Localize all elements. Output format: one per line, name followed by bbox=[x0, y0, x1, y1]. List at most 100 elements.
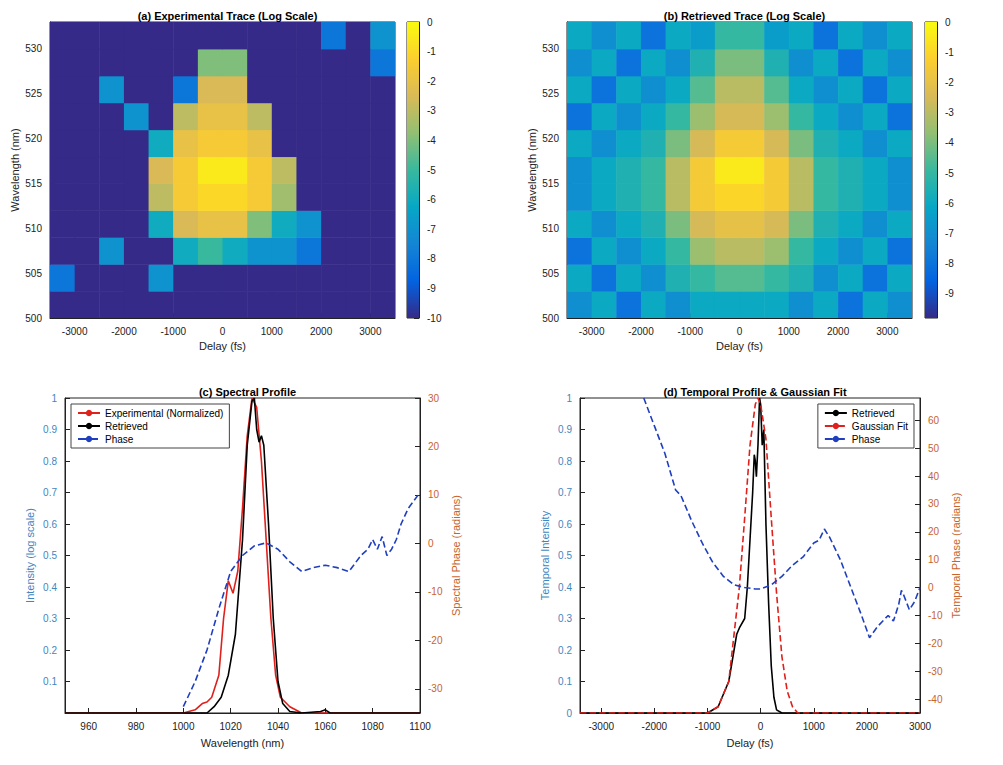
svg-text:-2: -2 bbox=[427, 76, 436, 87]
svg-text:(b) Retrieved Trace (Log Scale: (b) Retrieved Trace (Log Scale) bbox=[664, 10, 826, 22]
svg-text:1060: 1060 bbox=[314, 721, 337, 732]
svg-text:1000: 1000 bbox=[172, 721, 195, 732]
svg-text:0.6: 0.6 bbox=[43, 519, 57, 530]
svg-text:-7: -7 bbox=[945, 228, 954, 239]
svg-text:Intensity (log scale): Intensity (log scale) bbox=[24, 508, 36, 603]
svg-text:60: 60 bbox=[928, 415, 940, 426]
svg-text:-3000: -3000 bbox=[588, 721, 614, 732]
svg-text:2000: 2000 bbox=[310, 326, 333, 337]
svg-text:0.7: 0.7 bbox=[43, 487, 57, 498]
svg-text:0.3: 0.3 bbox=[558, 613, 572, 624]
svg-text:3000: 3000 bbox=[876, 326, 899, 337]
svg-text:-8: -8 bbox=[945, 258, 954, 269]
svg-text:0.8: 0.8 bbox=[558, 456, 572, 467]
svg-text:0: 0 bbox=[928, 582, 934, 593]
svg-text:3000: 3000 bbox=[909, 721, 932, 732]
svg-text:-1000: -1000 bbox=[677, 326, 703, 337]
svg-text:0.9: 0.9 bbox=[43, 424, 57, 435]
svg-text:Wavelength (nm): Wavelength (nm) bbox=[526, 128, 538, 211]
svg-text:-6: -6 bbox=[427, 194, 436, 205]
svg-text:0: 0 bbox=[758, 721, 764, 732]
svg-text:500: 500 bbox=[542, 313, 559, 324]
svg-text:510: 510 bbox=[25, 223, 42, 234]
svg-text:-9: -9 bbox=[427, 283, 436, 294]
svg-text:Wavelength (nm): Wavelength (nm) bbox=[201, 737, 284, 749]
svg-text:0.1: 0.1 bbox=[43, 676, 57, 687]
svg-text:1020: 1020 bbox=[220, 721, 243, 732]
svg-text:-8: -8 bbox=[427, 253, 436, 264]
svg-text:0.9: 0.9 bbox=[558, 424, 572, 435]
svg-text:3000: 3000 bbox=[359, 326, 382, 337]
svg-text:520: 520 bbox=[25, 133, 42, 144]
svg-text:2000: 2000 bbox=[856, 721, 879, 732]
svg-text:Delay (fs): Delay (fs) bbox=[199, 340, 246, 352]
svg-text:-10: -10 bbox=[428, 586, 443, 597]
svg-text:520: 520 bbox=[542, 133, 559, 144]
svg-text:-2000: -2000 bbox=[642, 721, 668, 732]
svg-text:515: 515 bbox=[25, 178, 42, 189]
svg-text:10: 10 bbox=[928, 554, 940, 565]
svg-text:0.4: 0.4 bbox=[558, 582, 572, 593]
svg-text:2000: 2000 bbox=[827, 326, 850, 337]
svg-text:0.2: 0.2 bbox=[43, 645, 57, 656]
svg-text:Delay (fs): Delay (fs) bbox=[726, 737, 773, 749]
svg-text:-10: -10 bbox=[928, 610, 943, 621]
svg-text:1040: 1040 bbox=[267, 721, 290, 732]
svg-text:505: 505 bbox=[542, 268, 559, 279]
svg-text:1: 1 bbox=[566, 393, 572, 404]
svg-text:(a) Experimental Trace (Log Sc: (a) Experimental Trace (Log Scale) bbox=[138, 10, 318, 22]
svg-text:1000: 1000 bbox=[261, 326, 284, 337]
svg-text:0.4: 0.4 bbox=[43, 582, 57, 593]
svg-text:Delay (fs): Delay (fs) bbox=[716, 340, 763, 352]
svg-text:525: 525 bbox=[25, 88, 42, 99]
svg-text:-3000: -3000 bbox=[62, 326, 88, 337]
svg-text:0.7: 0.7 bbox=[558, 487, 572, 498]
svg-text:1100: 1100 bbox=[409, 721, 431, 732]
svg-text:530: 530 bbox=[542, 43, 559, 54]
svg-text:Wavelength (nm): Wavelength (nm) bbox=[9, 128, 21, 211]
svg-text:-3: -3 bbox=[945, 107, 954, 118]
svg-text:0.1: 0.1 bbox=[558, 676, 572, 687]
svg-text:500: 500 bbox=[25, 313, 42, 324]
svg-text:0: 0 bbox=[945, 17, 951, 28]
svg-text:Phase: Phase bbox=[105, 434, 134, 445]
svg-text:-9: -9 bbox=[945, 288, 954, 299]
svg-text:Experimental (Normalized): Experimental (Normalized) bbox=[105, 408, 223, 419]
svg-text:Spectral Phase (radians): Spectral Phase (radians) bbox=[450, 495, 462, 616]
svg-text:Temporal Intensity: Temporal Intensity bbox=[539, 510, 551, 600]
svg-text:0.8: 0.8 bbox=[43, 456, 57, 467]
svg-text:0: 0 bbox=[566, 708, 572, 719]
svg-text:515: 515 bbox=[542, 178, 559, 189]
svg-text:-10: -10 bbox=[427, 313, 442, 324]
svg-text:1000: 1000 bbox=[803, 721, 826, 732]
svg-text:0.5: 0.5 bbox=[558, 550, 572, 561]
svg-text:-30: -30 bbox=[428, 683, 443, 694]
svg-text:-3: -3 bbox=[427, 105, 436, 116]
svg-text:Retrieved: Retrieved bbox=[852, 408, 895, 419]
svg-text:-1: -1 bbox=[427, 46, 436, 57]
svg-text:30: 30 bbox=[928, 498, 940, 509]
svg-text:960: 960 bbox=[80, 721, 97, 732]
svg-text:530: 530 bbox=[25, 43, 42, 54]
svg-text:(d) Temporal Profile & Gaussia: (d) Temporal Profile & Gaussian Fit bbox=[663, 386, 846, 398]
svg-text:-2000: -2000 bbox=[111, 326, 137, 337]
svg-text:-3000: -3000 bbox=[579, 326, 605, 337]
svg-text:-1000: -1000 bbox=[695, 721, 721, 732]
svg-text:Phase: Phase bbox=[852, 434, 881, 445]
svg-text:-4: -4 bbox=[427, 135, 436, 146]
svg-text:-1: -1 bbox=[945, 47, 954, 58]
svg-text:Retrieved: Retrieved bbox=[105, 421, 148, 432]
svg-text:1080: 1080 bbox=[362, 721, 385, 732]
svg-text:525: 525 bbox=[542, 88, 559, 99]
svg-text:Temporal Phase (radians): Temporal Phase (radians) bbox=[950, 493, 962, 619]
svg-text:-5: -5 bbox=[945, 168, 954, 179]
svg-text:-2000: -2000 bbox=[628, 326, 654, 337]
svg-text:Gaussian Fit: Gaussian Fit bbox=[852, 421, 908, 432]
svg-text:-7: -7 bbox=[427, 224, 436, 235]
svg-text:-20: -20 bbox=[928, 638, 943, 649]
svg-text:0.2: 0.2 bbox=[558, 645, 572, 656]
svg-text:-20: -20 bbox=[428, 635, 443, 646]
svg-text:1000: 1000 bbox=[778, 326, 801, 337]
svg-text:(c) Spectral Profile: (c) Spectral Profile bbox=[199, 386, 296, 398]
svg-text:-6: -6 bbox=[945, 198, 954, 209]
